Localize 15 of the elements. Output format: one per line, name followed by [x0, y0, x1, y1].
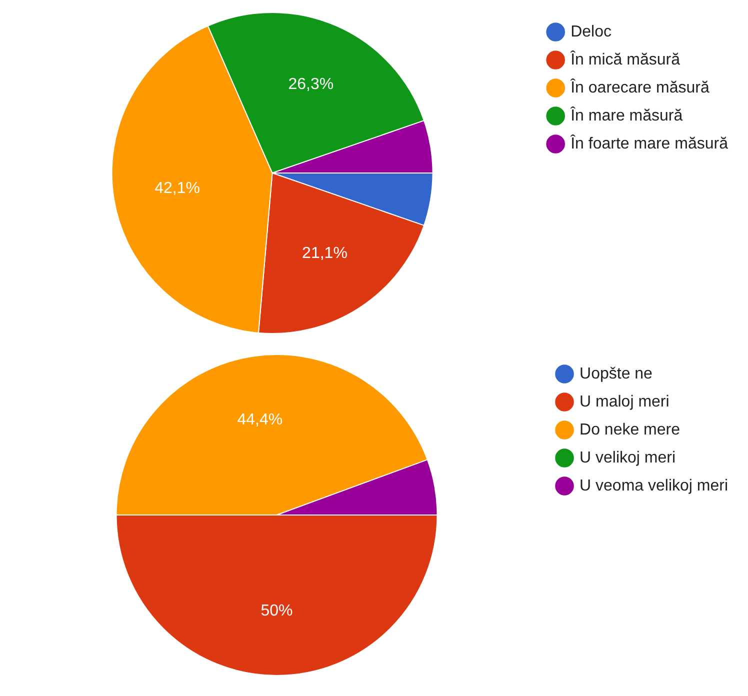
- legend-label: Uopšte ne: [580, 365, 653, 382]
- legend-label: U maloj meri: [580, 393, 670, 410]
- legend-label: U velikoj meri: [580, 449, 676, 466]
- legend-label: Deloc: [570, 23, 612, 40]
- data-label: 26,3%: [288, 76, 334, 94]
- legend-label: Do neke mere: [580, 421, 680, 438]
- legend-label: În mică măsură: [570, 50, 680, 68]
- legend-label: În oarecare măsură: [570, 78, 710, 96]
- legend-label: În mare măsură: [570, 106, 683, 124]
- data-label: 50%: [260, 602, 293, 620]
- legend-label: În foarte mare măsură: [570, 134, 728, 152]
- data-label: 21,1%: [302, 245, 348, 262]
- data-label: 42,1%: [154, 180, 200, 198]
- data-label: 44,4%: [237, 412, 283, 429]
- legend-label: U veoma velikoj meri: [580, 477, 728, 494]
